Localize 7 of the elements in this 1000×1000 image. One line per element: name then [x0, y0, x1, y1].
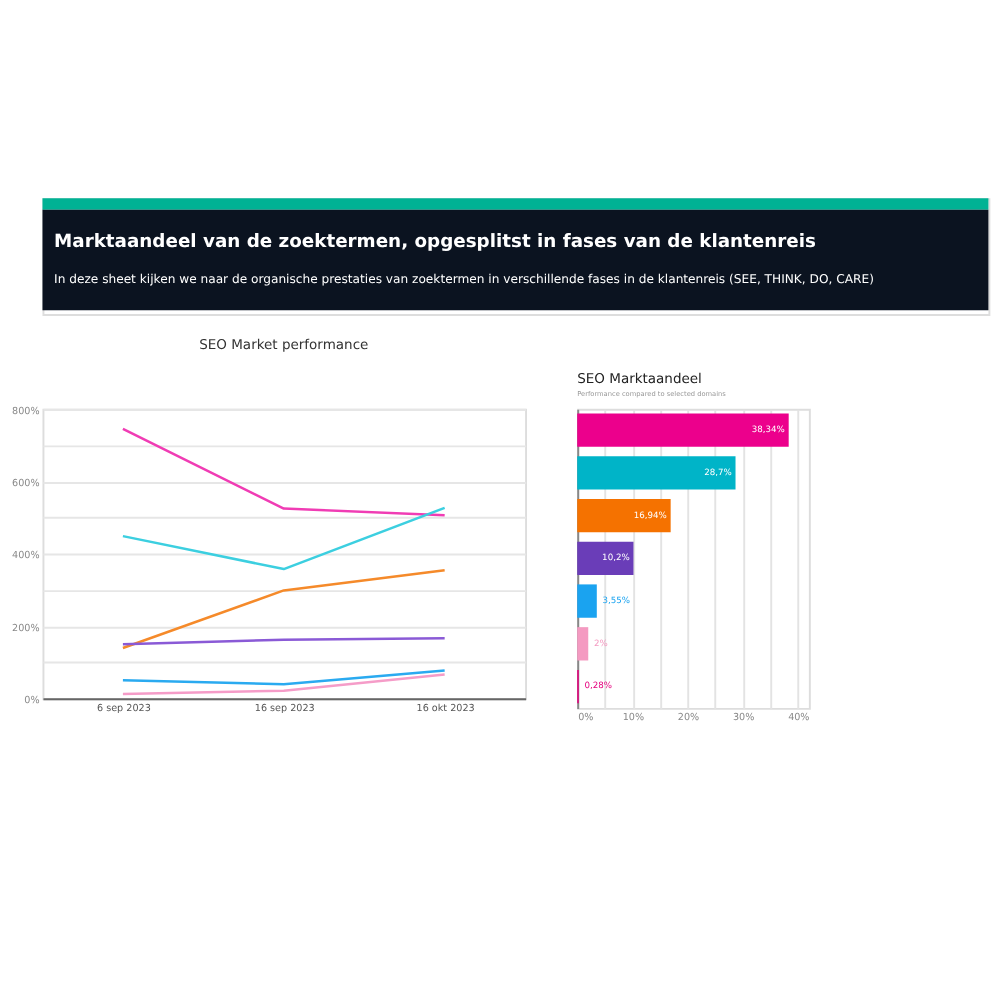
- bar: [577, 413, 789, 447]
- bar: [577, 498, 671, 533]
- bar: [577, 541, 634, 575]
- bar: [577, 456, 736, 490]
- text: Marktaandeel van de zoektermen, opgesplitst in fases van de klantenreis: [54, 230, 818, 253]
- bar: [577, 627, 589, 661]
- bar: [577, 584, 597, 618]
